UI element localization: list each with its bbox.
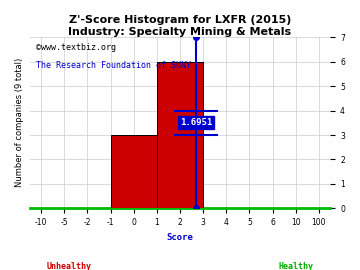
Text: ©www.textbiz.org: ©www.textbiz.org [36, 42, 116, 52]
Bar [157, 62, 203, 208]
Bar [111, 135, 157, 208]
Y-axis label: Number of companies (9 total): Number of companies (9 total) [15, 58, 24, 187]
Text: Unhealthy: Unhealthy [47, 262, 92, 270]
Text: 1.6951: 1.6951 [180, 118, 212, 127]
Text: The Research Foundation of SUNY: The Research Foundation of SUNY [36, 61, 190, 70]
X-axis label: Score: Score [167, 232, 193, 241]
Text: Healthy: Healthy [278, 262, 313, 270]
Title: Z'-Score Histogram for LXFR (2015)
Industry: Specialty Mining & Metals: Z'-Score Histogram for LXFR (2015) Indus… [68, 15, 292, 37]
